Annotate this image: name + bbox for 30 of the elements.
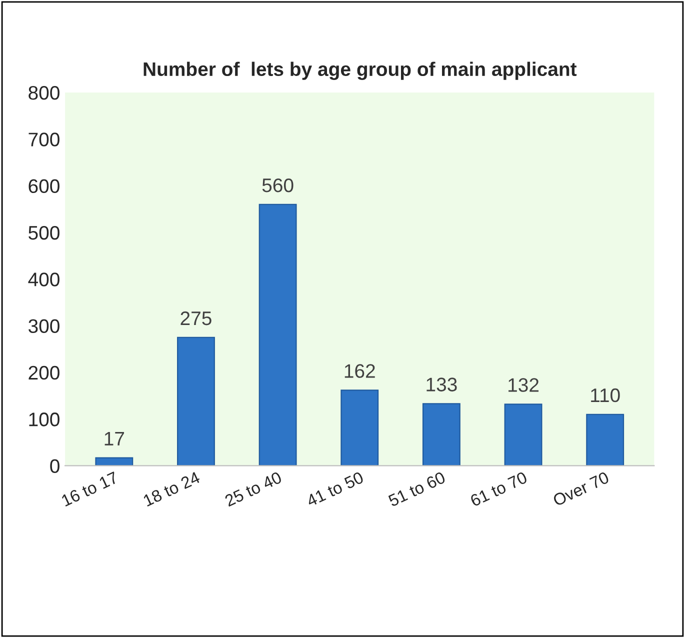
x-tick-label: 51 to 60 — [388, 471, 446, 507]
x-tick-label: 61 to 70 — [470, 471, 528, 507]
data-label: 275 — [180, 311, 212, 326]
x-tick-label: 25 to 40 — [224, 471, 282, 507]
data-label: 110 — [591, 388, 620, 402]
bar — [177, 336, 215, 466]
y-tick-label: 800 — [28, 86, 60, 100]
y-tick-label: 100 — [29, 412, 60, 426]
y-tick-label: 0 — [50, 459, 60, 473]
bar — [340, 390, 379, 466]
data-label: 133 — [426, 378, 457, 392]
data-label: 560 — [262, 178, 294, 192]
data-label: 17 — [104, 432, 124, 446]
bar — [422, 403, 460, 466]
y-tick-label: 500 — [28, 226, 60, 240]
y-tick-label: 700 — [28, 132, 60, 146]
y-tick-label: 400 — [28, 272, 60, 286]
x-tick-label: 16 to 17 — [60, 471, 119, 507]
bar — [504, 404, 542, 466]
bar — [586, 414, 624, 466]
data-label: 132 — [508, 378, 539, 392]
chart-title: Number of lets by age group of main applicant — [144, 62, 577, 80]
y-tick-label: 600 — [28, 179, 60, 194]
x-tick-label: 41 to 50 — [306, 471, 364, 507]
bar — [258, 204, 297, 466]
data-label: 162 — [344, 364, 375, 378]
y-tick-label: 200 — [28, 366, 60, 380]
y-tick-label: 300 — [28, 319, 60, 334]
x-tick-label: Over 70 — [552, 471, 610, 506]
x-tick-label: 18 to 24 — [142, 471, 201, 507]
